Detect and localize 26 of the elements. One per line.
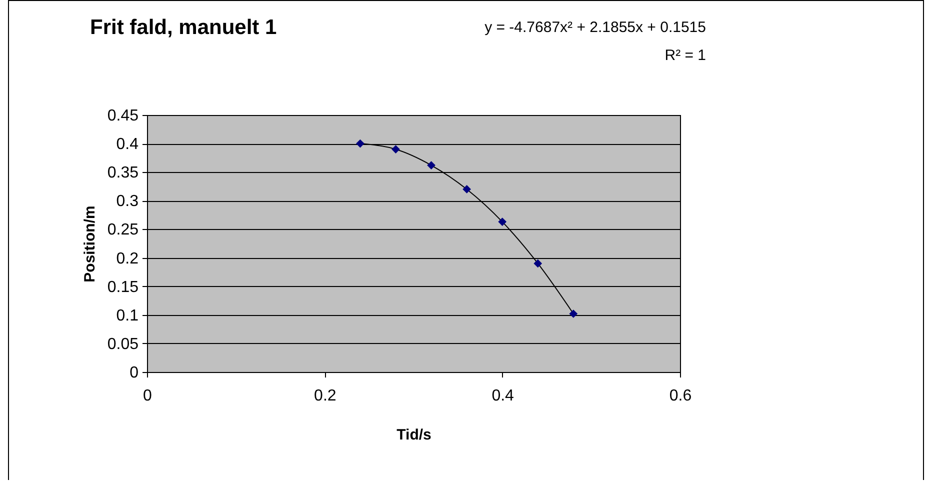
point xyxy=(569,310,578,318)
y-tick-label: 0.3 xyxy=(116,193,139,210)
chart-title: Frit fald, manuelt 1 xyxy=(90,16,277,40)
point xyxy=(427,161,436,170)
y-tick-label: 0.4 xyxy=(116,136,139,154)
y-tick-label: 0.1 xyxy=(116,307,139,324)
x-axis-title: Tid/s xyxy=(396,426,432,444)
text: y = -4.7687x² + 2.1855x + 0.1515 xyxy=(484,18,706,38)
y-tick-label: 0 xyxy=(130,364,139,382)
point xyxy=(534,259,542,268)
x-tick-label: 0.6 xyxy=(669,388,692,404)
x-tick-label: 0 xyxy=(143,388,152,404)
point xyxy=(498,218,507,226)
point xyxy=(356,139,364,148)
text: R² = 1 xyxy=(664,46,706,66)
y-axis-title: Position/m xyxy=(81,206,98,282)
x-tick-label: 0.4 xyxy=(492,388,514,404)
y-tick-label: 0.25 xyxy=(107,222,139,239)
point xyxy=(462,185,471,194)
y-tick-label: 0.35 xyxy=(107,164,139,182)
y-tick-label: 0.2 xyxy=(116,250,139,268)
x-tick-label: 0.2 xyxy=(314,388,336,404)
y-tick-label: 0.45 xyxy=(107,108,139,124)
y-tick-label: 0.15 xyxy=(107,278,139,296)
point xyxy=(392,145,400,154)
y-tick-label: 0.05 xyxy=(107,336,139,353)
